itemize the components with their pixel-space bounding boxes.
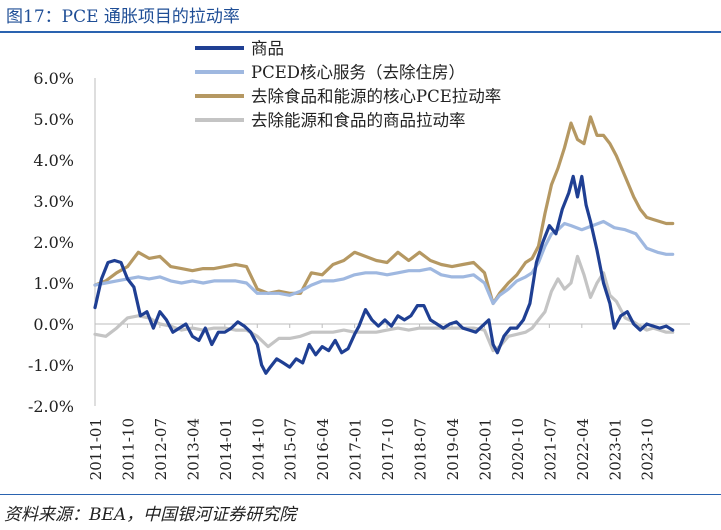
x-tick-label: 2017-10	[379, 418, 397, 480]
source-divider	[0, 494, 721, 495]
legend-label: PCED核心服务（去除住房）	[251, 63, 465, 82]
y-tick-label: 4.0%	[33, 151, 74, 170]
series-lines	[93, 115, 675, 375]
x-tick-label: 2020-10	[509, 418, 527, 480]
x-tick-labels: 2011-01 2011-10 2012-07 2013-04 2014-01 2014-…	[87, 418, 657, 480]
legend-label: 去除能源和食品的商品拉动率	[251, 111, 466, 130]
x-tick-label: 2023-01	[606, 418, 624, 480]
series-line	[93, 174, 675, 375]
x-tick-label: 2012-07	[152, 418, 170, 480]
y-tick-label: 2.0%	[33, 233, 74, 252]
y-tick-labels: -2.0% -1.0% 0.0% 1.0% 2.0% 3.0% 4.0% 5.0% 6.0%	[28, 69, 74, 416]
x-tick-label: 2011-10	[119, 418, 137, 480]
title-divider	[0, 31, 721, 33]
series-line	[93, 219, 675, 306]
x-tick-label: 2021-07	[541, 418, 559, 480]
x-tick-label: 2022-04	[574, 418, 592, 480]
legend: 商品 PCED核心服务（去除住房） 去除食品和能源的核心PCE拉动率去除能源和食品的…	[195, 39, 501, 130]
y-tick-label: 3.0%	[33, 192, 74, 211]
y-tick-label: 0.0%	[33, 315, 74, 334]
x-tick-label: 2017-01	[347, 418, 365, 480]
x-tick-label: 2015-07	[282, 418, 300, 480]
y-tick-label: -2.0%	[28, 397, 74, 416]
x-tick-label: 2011-01	[87, 418, 105, 480]
x-tick-label: 2023-10	[639, 418, 657, 480]
y-tick-label: -1.0%	[28, 356, 74, 375]
source-note: 资料来源：BEA，中国银河证券研究院	[4, 505, 297, 525]
x-tick-label: 2014-01	[217, 418, 235, 480]
legend-label: 商品	[251, 39, 284, 58]
x-tick-label: 2018-07	[412, 418, 430, 480]
x-tick-label: 2019-04	[444, 418, 462, 480]
y-tick-label: 1.0%	[33, 274, 74, 293]
x-tick-label: 2020-01	[476, 418, 494, 480]
series-line	[93, 254, 675, 353]
x-tick-label: 2013-04	[184, 418, 202, 480]
y-tick-label: 6.0%	[33, 69, 74, 88]
x-tick-label: 2014-10	[249, 418, 267, 480]
x-tick-label: 2016-04	[314, 418, 332, 480]
y-tick-label: 5.0%	[33, 110, 74, 129]
legend-label: 去除食品和能源的核心PCE拉动率	[251, 87, 501, 106]
series-line	[93, 115, 675, 306]
chart-title: 图17：PCE 通胀项目的拉动率	[6, 7, 240, 27]
